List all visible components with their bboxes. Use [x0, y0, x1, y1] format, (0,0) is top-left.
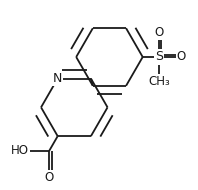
Text: CH₃: CH₃	[148, 75, 170, 88]
Text: O: O	[154, 26, 164, 39]
Text: S: S	[155, 51, 163, 63]
Text: N: N	[53, 72, 62, 85]
Text: O: O	[45, 171, 54, 184]
Text: HO: HO	[11, 144, 29, 158]
Text: O: O	[177, 51, 186, 63]
